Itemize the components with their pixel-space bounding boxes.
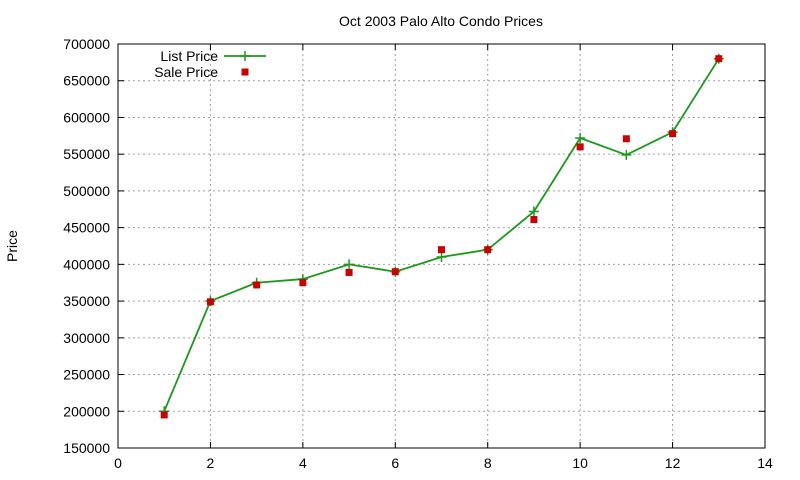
list-price-point <box>436 252 447 263</box>
x-tick-label: 10 <box>572 455 588 471</box>
y-tick-label: 400000 <box>63 256 110 272</box>
x-tick-label: 12 <box>665 455 681 471</box>
x-tick-label: 2 <box>207 455 215 471</box>
y-tick-label: 600000 <box>63 109 110 125</box>
sale-price-point <box>391 268 399 276</box>
list-price-line <box>163 58 720 412</box>
list-price-point <box>575 133 586 144</box>
y-tick-label: 200000 <box>63 403 110 419</box>
sale-price-point <box>715 55 723 63</box>
sale-price-point <box>530 216 538 224</box>
y-tick-label: 550000 <box>63 146 110 162</box>
y-axis-label: Price <box>4 230 20 262</box>
list-price-point <box>528 206 539 217</box>
x-tick-label: 8 <box>484 455 492 471</box>
sale-price-point <box>206 298 214 306</box>
sale-price-point <box>622 135 630 143</box>
x-tick-label: 6 <box>391 455 399 471</box>
sale-price-point <box>438 246 445 254</box>
y-tick-label: 650000 <box>63 73 110 89</box>
x-tick-label: 0 <box>114 455 122 471</box>
y-tick-label: 700000 <box>63 36 110 52</box>
sale-price-point <box>345 268 353 276</box>
sale-price-point <box>576 143 584 151</box>
list-price-point <box>621 149 632 160</box>
list-price-point <box>344 259 355 270</box>
axis-ticks: 0 2 4 6 8 10 12 14 150000 200000 250000 300000 35000… <box>63 36 773 471</box>
x-tick-label: 14 <box>757 455 773 471</box>
legend-cross-swatch <box>240 51 250 61</box>
chart-title: Oct 2003 Palo Alto Condo Prices <box>339 13 543 29</box>
sale-price-point <box>160 411 168 419</box>
sale-price-point <box>669 130 677 138</box>
y-tick-label: 150000 <box>63 440 110 456</box>
legend-label: List Price <box>160 48 218 64</box>
y-tick-label: 350000 <box>63 293 110 309</box>
legend-square-swatch <box>241 68 249 76</box>
grid <box>118 44 765 448</box>
sale-price-point <box>299 279 307 287</box>
sale-price-point <box>253 281 261 289</box>
plot-frame <box>117 43 766 449</box>
y-tick-label: 500000 <box>63 183 110 199</box>
legend-label: Sale Price <box>154 64 218 80</box>
sale-price-point <box>484 246 492 254</box>
y-tick-label: 450000 <box>63 220 110 236</box>
y-tick-label: 300000 <box>63 330 110 346</box>
y-tick-label: 250000 <box>63 367 110 383</box>
series-layer <box>159 53 724 419</box>
x-tick-label: 4 <box>299 455 307 471</box>
